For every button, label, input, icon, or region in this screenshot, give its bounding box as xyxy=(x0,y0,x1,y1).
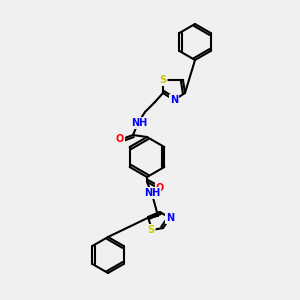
Text: S: S xyxy=(159,75,167,85)
Text: N: N xyxy=(170,95,178,105)
Text: NH: NH xyxy=(144,188,160,198)
Text: N: N xyxy=(166,213,174,223)
Text: O: O xyxy=(156,183,164,193)
Text: NH: NH xyxy=(131,118,147,128)
Text: S: S xyxy=(147,225,155,235)
Text: O: O xyxy=(116,134,124,144)
